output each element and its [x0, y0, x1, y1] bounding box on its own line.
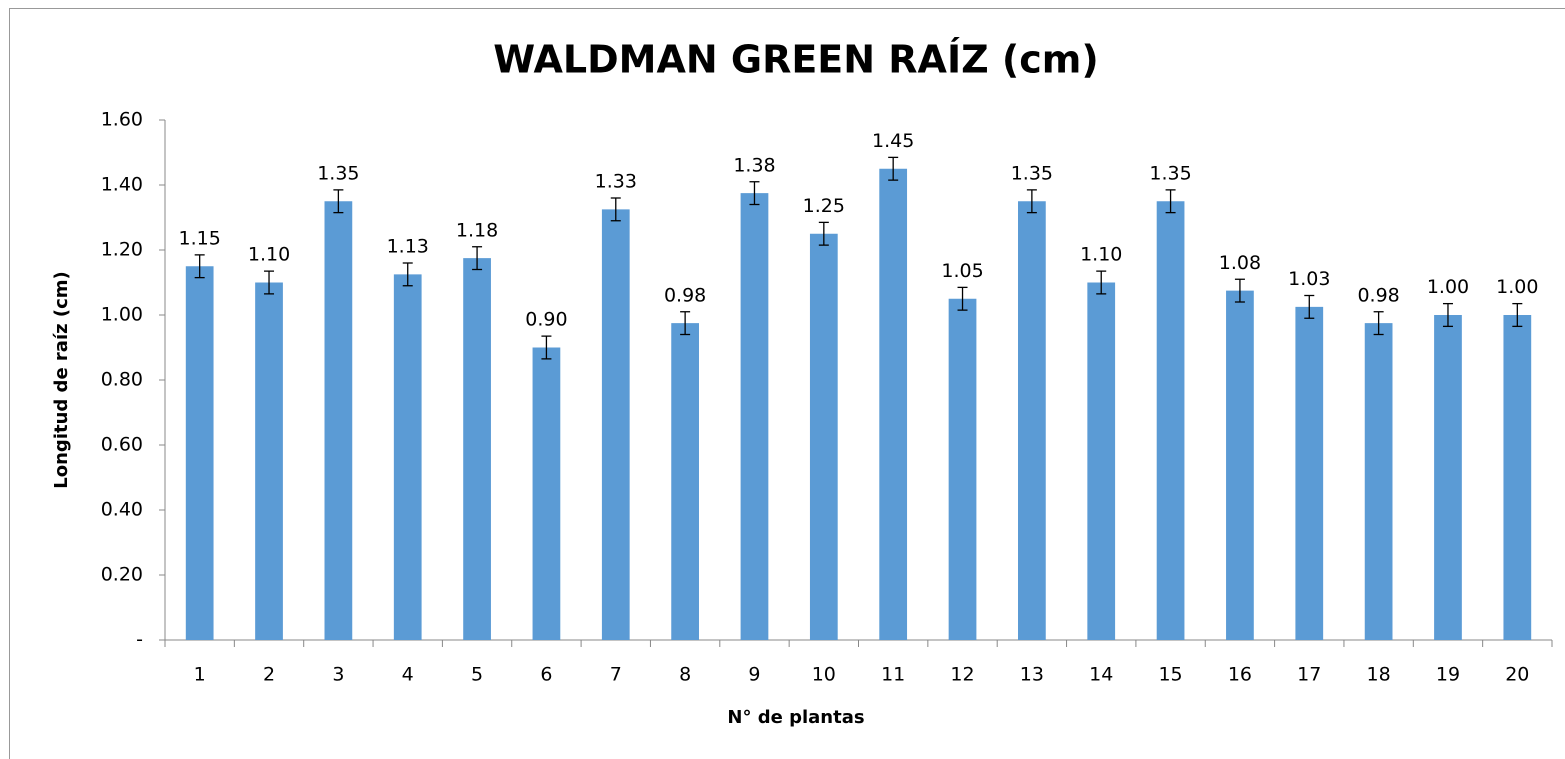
- x-tick-label: 7: [610, 664, 622, 686]
- x-tick-label: 2: [263, 664, 275, 686]
- bar: [393, 274, 422, 640]
- bar: [255, 282, 283, 640]
- x-tick-label: 13: [1020, 664, 1044, 686]
- y-tick-label: 0.20: [101, 564, 143, 586]
- error-bar: [957, 286, 968, 311]
- bar: [1156, 201, 1185, 640]
- value-label: 1.05: [941, 260, 983, 282]
- error-bar: [1096, 270, 1107, 295]
- bar: [1226, 290, 1254, 640]
- bar: [740, 193, 769, 640]
- error-bar: [1304, 294, 1315, 319]
- bar: [185, 266, 214, 640]
- x-tick-label: 5: [471, 664, 483, 686]
- value-label: 1.10: [248, 244, 290, 266]
- error-bar: [1165, 189, 1176, 214]
- y-tick-label: 0.60: [101, 434, 143, 456]
- value-label: 1.38: [733, 154, 775, 176]
- value-label: 1.18: [456, 219, 498, 241]
- y-tick-label: 1.60: [101, 109, 143, 131]
- value-label: 1.33: [595, 171, 637, 193]
- bar: [809, 233, 838, 640]
- error-bar: [541, 335, 552, 360]
- error-bar: [194, 254, 205, 279]
- error-bar: [610, 197, 621, 222]
- x-tick-label: 16: [1228, 664, 1252, 686]
- x-tick-label: 18: [1367, 664, 1391, 686]
- x-tick-label: 11: [881, 664, 905, 686]
- bar: [532, 347, 561, 640]
- bar: [324, 201, 353, 640]
- error-bar: [1512, 302, 1523, 328]
- error-bar: [264, 270, 275, 295]
- value-label: 1.10: [1080, 244, 1122, 266]
- x-tick-label: 12: [950, 664, 974, 686]
- value-label: 1.00: [1427, 276, 1469, 298]
- y-tick-label: 0.80: [101, 369, 143, 391]
- bar: [1295, 306, 1324, 640]
- value-label: 1.45: [872, 130, 914, 152]
- bar: [1434, 315, 1462, 640]
- bar: [1503, 315, 1532, 640]
- bar: [671, 323, 699, 640]
- bar: [463, 258, 491, 640]
- error-bar: [1234, 278, 1245, 303]
- value-label: 1.35: [1011, 162, 1053, 184]
- x-tick-label: 3: [332, 664, 344, 686]
- x-tick-label: 4: [402, 664, 414, 686]
- x-tick-label: 20: [1505, 664, 1529, 686]
- error-bar: [818, 221, 829, 246]
- value-label: 1.35: [1149, 162, 1191, 184]
- x-tick-label: 9: [748, 664, 760, 686]
- error-bar: [402, 262, 413, 287]
- y-axis-label: Longitud de raíz (cm): [51, 271, 72, 488]
- y-tick-label: 1.20: [101, 239, 143, 261]
- error-bar: [888, 156, 899, 181]
- bar: [1364, 323, 1393, 640]
- bar: [601, 209, 630, 640]
- error-bar: [1026, 189, 1037, 214]
- error-bar: [680, 311, 691, 336]
- value-label: 1.35: [317, 162, 359, 184]
- x-tick-label: 17: [1297, 664, 1321, 686]
- value-label: 1.00: [1496, 276, 1538, 298]
- error-bar: [749, 181, 760, 206]
- chart-border: [9, 8, 1565, 759]
- value-label: 1.15: [179, 227, 221, 249]
- value-label: 0.90: [525, 309, 567, 331]
- bar: [1087, 282, 1116, 640]
- error-bar: [333, 189, 344, 214]
- x-tick-label: 14: [1089, 664, 1113, 686]
- error-bar: [1442, 302, 1453, 328]
- bar: [879, 168, 908, 640]
- x-tick-label: 1: [194, 664, 206, 686]
- value-label: 1.03: [1288, 268, 1330, 290]
- y-tick-label: 1.00: [101, 304, 143, 326]
- value-label: 0.98: [664, 284, 706, 306]
- value-label: 1.13: [387, 236, 429, 258]
- x-tick-label: 19: [1436, 664, 1460, 686]
- chart-title: WALDMAN GREEN RAÍZ (cm): [493, 38, 1098, 82]
- x-tick-label: 15: [1158, 664, 1182, 686]
- value-label: 1.25: [803, 195, 845, 217]
- x-tick-label: 6: [540, 664, 552, 686]
- bar: [1018, 201, 1046, 640]
- bar: [948, 298, 977, 640]
- error-bar: [472, 246, 483, 271]
- x-tick-label: 8: [679, 664, 691, 686]
- value-label: 0.98: [1357, 284, 1399, 306]
- y-tick-label: -: [136, 629, 143, 651]
- value-label: 1.08: [1219, 252, 1261, 274]
- error-bar: [1373, 311, 1384, 336]
- y-tick-label: 0.40: [101, 499, 143, 521]
- x-axis-label: N° de plantas: [727, 707, 864, 728]
- x-tick-label: 10: [812, 664, 836, 686]
- y-tick-label: 1.40: [101, 174, 143, 196]
